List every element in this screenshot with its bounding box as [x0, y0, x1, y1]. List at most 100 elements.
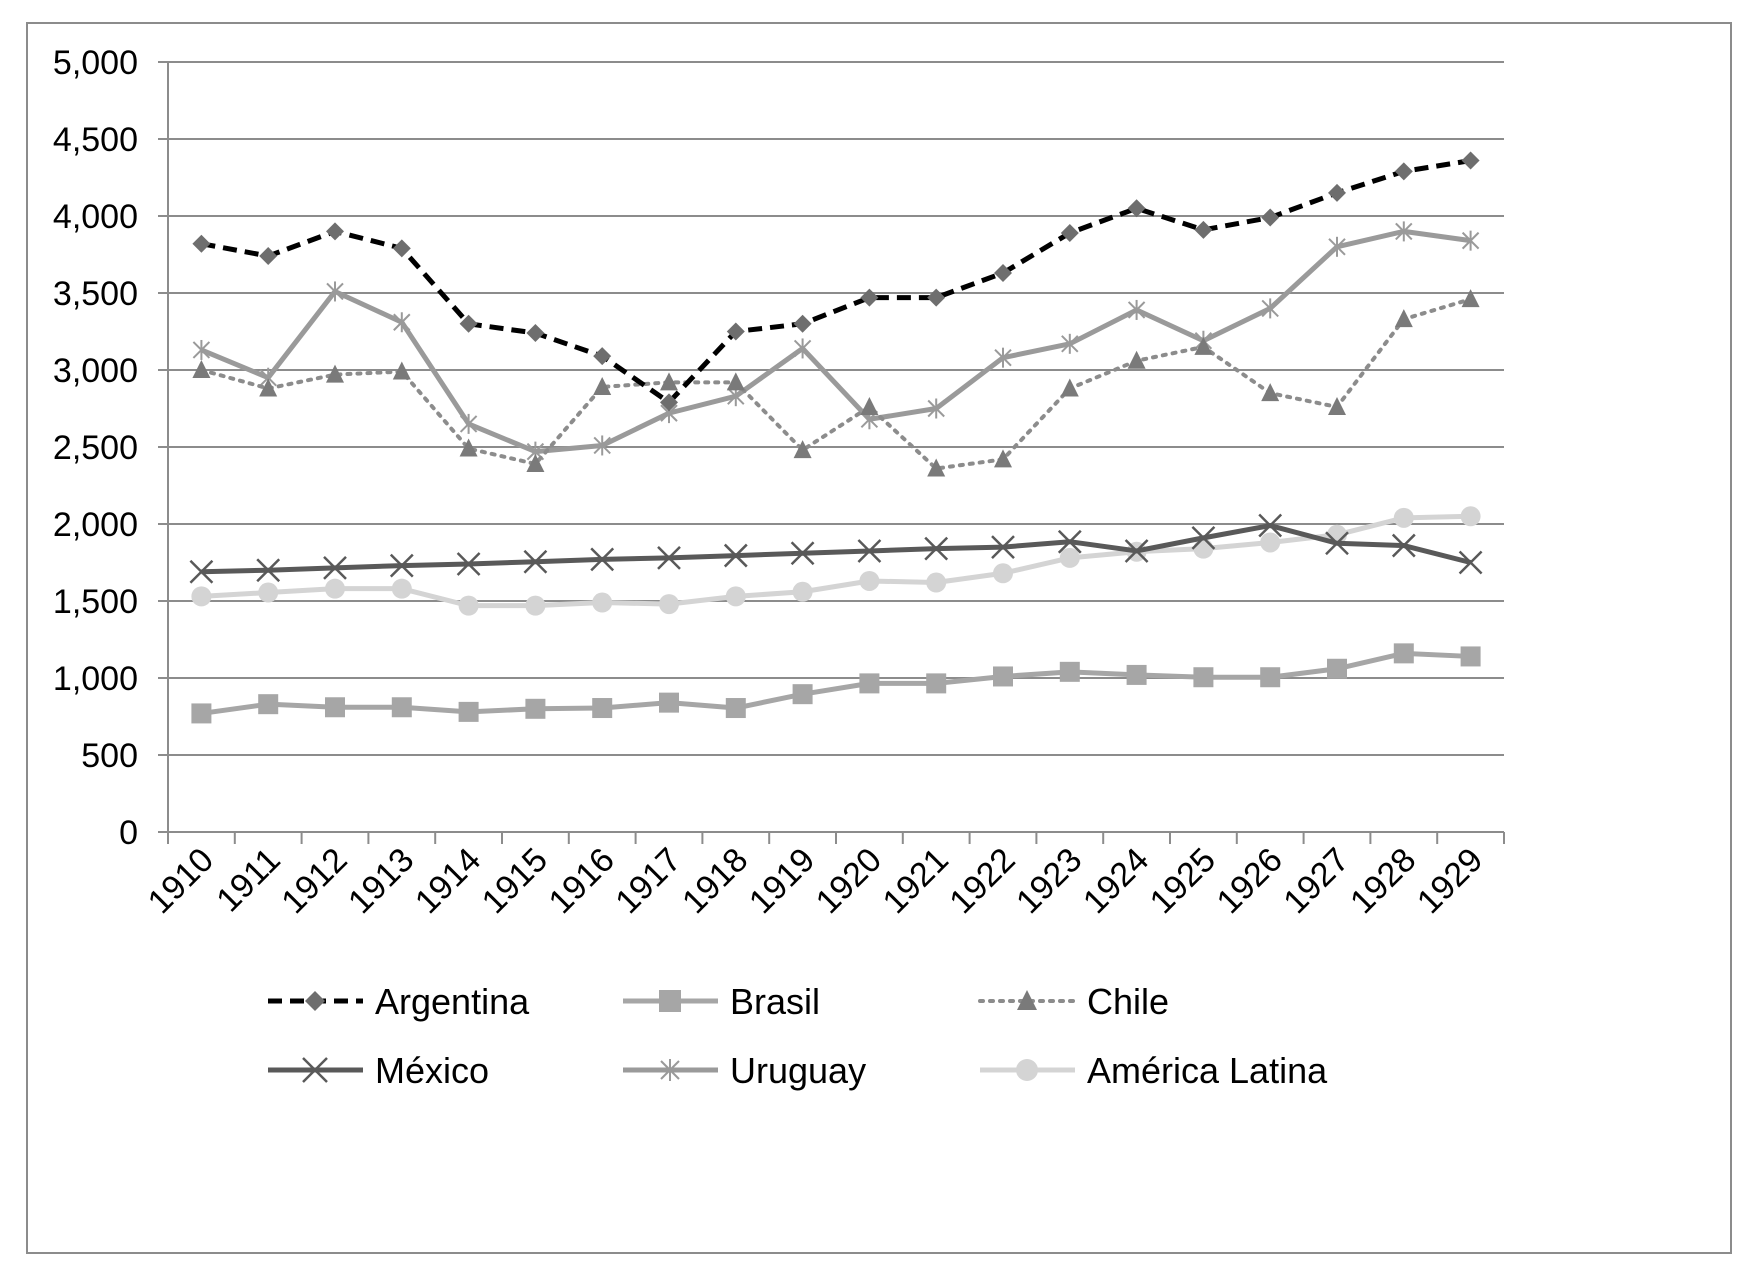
legend-label: Uruguay: [730, 1050, 866, 1091]
y-tick-label: 2,000: [53, 506, 138, 544]
marker-star: [994, 347, 1012, 368]
marker-circle: [1016, 1059, 1038, 1081]
marker-star: [1328, 236, 1346, 257]
chart-svg: 0 500 1,000 1,500 2,000 2,500 3,000 3,500 4,000 4…: [53, 44, 1505, 1091]
marker-triangle: [1261, 383, 1280, 402]
legend-item-argentina: Argentina: [268, 981, 530, 1022]
legend-label: América Latina: [1087, 1050, 1328, 1091]
marker-circle: [191, 586, 212, 607]
marker-triangle: [1461, 289, 1480, 308]
marker-triangle: [793, 440, 812, 459]
marker-square: [792, 684, 813, 705]
x-tick-label: 1920: [809, 841, 889, 921]
marker-circle: [592, 592, 613, 613]
x-tick-label: 1924: [1076, 841, 1156, 921]
x-tick-label: 1929: [1410, 841, 1490, 921]
series-layer: [189, 151, 1483, 724]
marker-square: [1460, 646, 1481, 667]
marker-x: [1191, 525, 1216, 550]
x-tick-label: 1912: [274, 841, 354, 921]
marker-diamond: [326, 222, 344, 241]
x-tick-label: 1916: [542, 841, 622, 921]
legend-item-uruguay: Uruguay: [623, 1050, 866, 1091]
marker-x: [323, 556, 347, 580]
marker-x: [991, 535, 1015, 559]
marker-triangle: [994, 449, 1012, 468]
marker-diamond: [1328, 183, 1346, 202]
marker-circle: [926, 572, 947, 593]
marker-triangle: [526, 453, 545, 472]
legend-label: México: [375, 1050, 489, 1091]
marker-x: [1124, 539, 1149, 563]
marker-circle: [1260, 532, 1281, 553]
chart-frame: 0 500 1,000 1,500 2,000 2,500 3,000 3,500 4,000 4…: [26, 22, 1732, 1254]
marker-square: [258, 694, 279, 715]
marker-diamond: [305, 991, 325, 1011]
marker-triangle: [1127, 350, 1146, 369]
marker-diamond: [1261, 208, 1280, 227]
y-tick-label: 500: [81, 737, 138, 775]
legend-label: Brasil: [730, 981, 820, 1022]
marker-star: [1127, 299, 1146, 320]
series-américa-latina: [191, 506, 1481, 616]
marker-square: [1193, 667, 1214, 688]
marker-diamond: [459, 314, 478, 333]
marker-square: [725, 698, 746, 719]
series-argentina: [192, 151, 1480, 412]
marker-triangle: [593, 376, 612, 395]
marker-triangle: [326, 364, 344, 383]
x-tick-label: 1922: [942, 841, 1022, 921]
marker-diamond: [1394, 162, 1413, 181]
x-tick-label: 1928: [1343, 841, 1423, 921]
marker-diamond: [1127, 199, 1146, 218]
legend-label: Chile: [1087, 981, 1169, 1022]
y-tick-label: 2,500: [53, 429, 138, 467]
marker-triangle: [1060, 378, 1079, 397]
y-tick-label: 3,500: [53, 275, 138, 313]
marker-circle: [258, 582, 279, 603]
marker-x: [790, 541, 815, 566]
series-line: [201, 650, 1471, 716]
marker-x: [1258, 513, 1283, 538]
marker-square: [1393, 643, 1414, 664]
marker-triangle: [259, 378, 278, 397]
marker-x: [723, 543, 748, 568]
marker-x: [1391, 533, 1416, 558]
marker-diamond: [927, 288, 946, 307]
marker-x: [302, 1057, 328, 1083]
axis-layer: 0 500 1,000 1,500 2,000 2,500 3,000 3,500 4,000 4…: [53, 44, 1505, 921]
x-tick-label: 1910: [141, 841, 221, 921]
x-tick-label: 1926: [1210, 841, 1290, 921]
x-tick-label: 1913: [341, 841, 421, 921]
marker-x: [924, 536, 949, 561]
marker-triangle: [1328, 396, 1346, 415]
marker-x: [256, 558, 281, 583]
marker-x: [857, 539, 882, 563]
y-tick-label: 3,000: [53, 352, 138, 390]
marker-triangle: [927, 458, 946, 477]
marker-triangle: [392, 361, 411, 380]
marker-square: [1327, 658, 1347, 679]
marker-diamond: [726, 322, 745, 341]
series-line: [199, 297, 1473, 471]
series-chile: [192, 289, 1480, 477]
series-uruguay: [192, 221, 1480, 462]
x-tick-label: 1915: [475, 841, 555, 921]
marker-circle: [792, 581, 813, 602]
marker-triangle: [1194, 336, 1213, 355]
marker-star: [459, 413, 478, 434]
x-tick-label: 1918: [675, 841, 755, 921]
series-brasil: [191, 643, 1481, 724]
marker-diamond: [259, 247, 278, 266]
legend-item-américa-latina: América Latina: [980, 1050, 1328, 1091]
marker-diamond: [526, 324, 545, 343]
marker-x: [590, 547, 615, 572]
marker-square: [525, 698, 546, 719]
marker-circle: [859, 570, 880, 591]
marker-circle: [659, 594, 679, 615]
legend-item-chile: Chile: [978, 981, 1169, 1022]
marker-diamond: [593, 347, 612, 366]
x-tick-label: 1925: [1143, 841, 1223, 921]
x-tick-label: 1923: [1009, 841, 1089, 921]
legend-item-brasil: Brasil: [623, 981, 820, 1022]
